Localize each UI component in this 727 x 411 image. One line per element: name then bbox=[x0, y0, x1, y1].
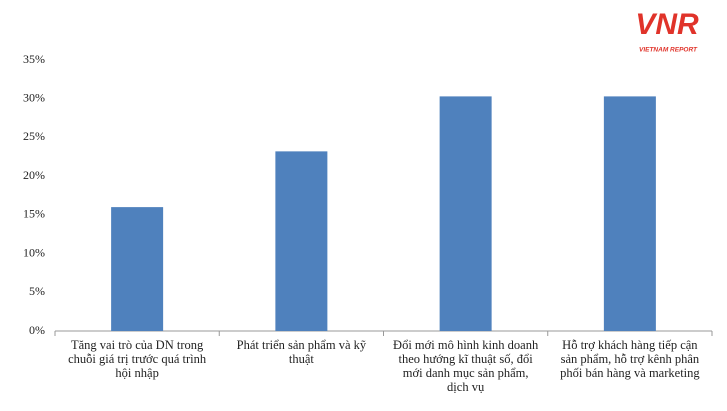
y-tick-label: 0% bbox=[29, 323, 45, 337]
bar bbox=[603, 96, 656, 332]
bar bbox=[111, 207, 164, 331]
y-tick-label: 20% bbox=[23, 168, 45, 182]
y-tick-label: 5% bbox=[29, 284, 45, 298]
logo-caption: VIETNAM REPORT bbox=[639, 47, 698, 54]
y-tick-label: 15% bbox=[23, 207, 45, 221]
y-tick-label: 35% bbox=[23, 52, 45, 66]
x-tick-label: Đổi mới mô hình kinh doanh theo hướng kĩ… bbox=[393, 338, 539, 394]
x-tick-label: Tăng vai trò của DN trong chuỗi giá trị … bbox=[68, 338, 207, 380]
bar bbox=[275, 151, 328, 331]
bar bbox=[439, 96, 492, 332]
logo-mark: VNR bbox=[635, 8, 699, 41]
x-tick-label: Phát triển sản phẩm và kỹ thuật bbox=[236, 338, 367, 366]
y-tick-label: 30% bbox=[23, 90, 45, 104]
x-tick-label: Hỗ trợ khách hàng tiếp cận sản phẩm, hỗ … bbox=[560, 338, 700, 380]
y-tick-label: 10% bbox=[23, 245, 45, 259]
y-tick-label: 25% bbox=[23, 129, 45, 143]
